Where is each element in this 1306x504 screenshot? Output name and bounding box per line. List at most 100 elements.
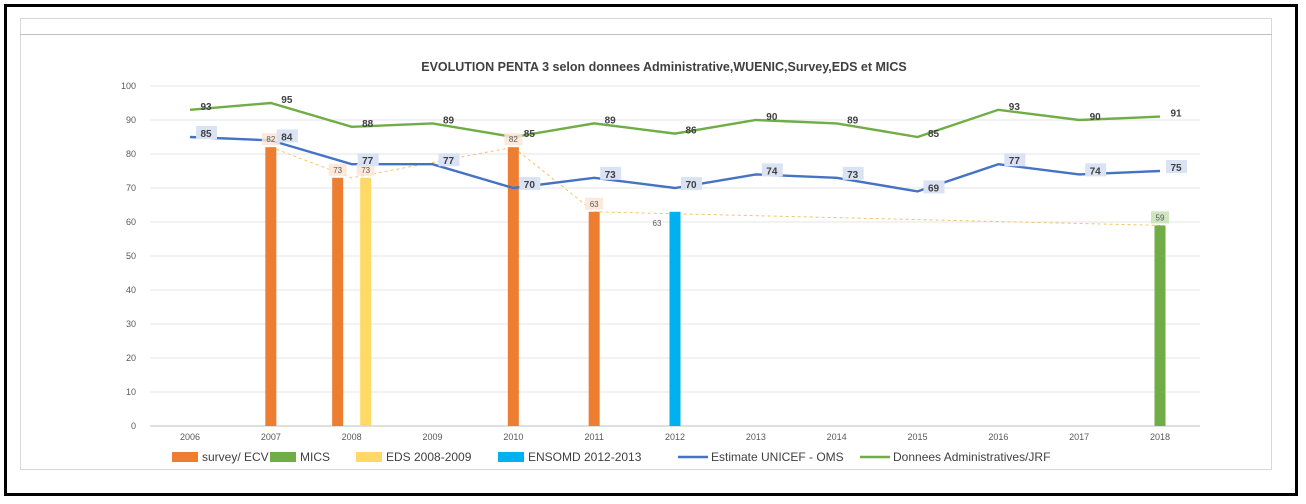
bar-label-bg [328,163,347,176]
line-label-bg [519,177,541,190]
line-data-label: 77 [362,156,374,167]
bar [1154,225,1166,426]
x-tick-label: 2018 [1150,432,1170,442]
bar [507,147,519,426]
legend-entry: Donnees Administratives/JRF [893,450,1050,464]
y-tick-label: 70 [126,183,136,193]
line-data-label: 73 [847,170,859,181]
bar-label-bg [585,197,604,210]
line-label-bg [1004,153,1026,167]
x-tick-label: 2011 [584,432,603,442]
line-data-label: 90 [766,112,778,123]
x-tick-label: 2013 [746,432,766,442]
bar-data-label: 63 [653,219,662,228]
line-data-label: 90 [1090,112,1102,123]
bars [265,147,1166,426]
line-label-bg [357,153,379,167]
line-data-label: 93 [1009,102,1021,113]
chart-area [20,18,1272,470]
bar [588,211,600,426]
line-data-label: 69 [928,183,940,194]
line-data-label: 85 [524,129,536,140]
x-tick-label: 2016 [988,432,1008,442]
y-tick-label: 80 [126,149,136,159]
data-labels: 82 73 82 63 59 73 63 85 84 77 77 70 73 70 74 73 69 77 74 75… [196,95,1187,228]
x-tick-label: 2007 [261,432,281,442]
x-tick-label: 2006 [180,432,200,442]
line-data-label: 74 [766,166,778,177]
x-tick-label: 2008 [342,432,362,442]
legend-swatch [356,452,382,462]
line-data-label: 89 [847,115,859,126]
y-tick-label: 20 [126,353,136,363]
line-label-bg [196,126,217,139]
line-data-label: 73 [605,170,617,181]
bar-label-bg [1151,211,1169,224]
bar-data-label: 82 [266,135,275,144]
y-tick-label: 0 [131,421,136,431]
y-tick-label: 50 [126,251,136,261]
bar-label-bg [261,133,280,146]
y-tick-label: 40 [126,285,136,295]
survey-trend-line [270,146,1161,226]
line-label-bg [923,180,945,194]
line-label-bg [276,129,298,143]
bar-data-label: 73 [333,166,342,175]
x-tick-label: 2014 [827,432,847,442]
line-data-label: 93 [200,102,212,113]
x-tick-label: 2012 [665,432,685,442]
line-label-bg [1085,163,1107,177]
trend-lines [270,146,1161,226]
legend-swatch [498,452,524,462]
x-axis-ticks: 2006 2007 2008 2009 2010 2011 2012 2013 2014 2015… [180,432,1170,442]
series-lines [189,101,1161,193]
line-label-bg [681,177,702,190]
bar-label-bg [666,198,684,210]
y-tick-label: 30 [126,319,136,329]
legend-entry: MICS [300,450,330,464]
bar-label-bg [356,163,375,176]
legend-entry: Estimate UNICEF - OMS [711,450,844,464]
line-data-label: 95 [281,95,293,106]
y-axis-ticks: 0 10 20 30 40 50 60 70 80 90 100 [121,81,136,431]
series-line [189,135,1161,193]
series-line [189,101,1161,139]
line-data-label: 84 [281,132,293,143]
legend: survey/ ECV MICS EDS 2008-2009 ENSOMD 2012-… [172,450,1050,464]
line-label-bg [438,153,460,167]
line-data-label: 88 [362,119,374,130]
line-data-label: 77 [443,156,455,167]
line-label-bg [1166,160,1187,173]
line-label-bg [761,163,783,177]
legend-swatch [270,452,296,462]
line-data-label: 86 [685,126,697,137]
y-tick-label: 60 [126,217,136,227]
line-data-label: 77 [1009,156,1021,167]
bar-data-label: 63 [590,200,599,209]
bar [265,147,277,426]
legend-swatch [172,452,198,462]
line-data-label: 91 [1170,109,1182,120]
line-label-bg [842,166,864,180]
bar-data-label: 73 [361,166,370,175]
line-data-label: 70 [524,180,536,191]
line-data-label: 89 [605,115,617,126]
line-data-label: 89 [443,115,455,126]
top-divider [20,34,1272,35]
y-tick-label: 100 [121,81,136,91]
bar [332,177,344,426]
bar-label-bg [504,133,523,146]
legend-entry: survey/ ECV [202,450,269,464]
x-tick-label: 2009 [422,432,442,442]
line-data-label: 85 [200,129,212,140]
y-tick-label: 10 [126,387,136,397]
line-data-label: 74 [1090,166,1102,177]
line-data-label: 70 [685,180,697,191]
x-tick-label: 2017 [1069,432,1089,442]
legend-entry: EDS 2008-2009 [386,450,472,464]
bar-data-label: 82 [509,135,518,144]
line-data-label: 75 [1170,163,1182,174]
bar-data-label: 59 [1156,213,1165,222]
bar [669,211,681,426]
bar [360,177,372,426]
